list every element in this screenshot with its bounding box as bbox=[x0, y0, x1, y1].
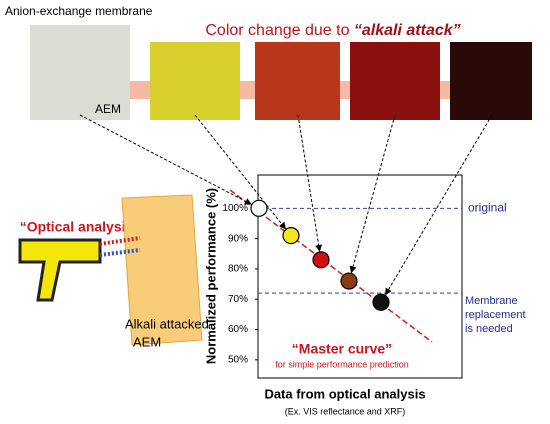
curve-title: “Master curve” bbox=[292, 341, 392, 357]
threshold-label: replacement bbox=[465, 309, 526, 321]
threshold-label: Membrane bbox=[465, 295, 518, 307]
color-change-title: Color change due to “alkali attack” bbox=[205, 22, 460, 39]
y-tick-label: 80% bbox=[228, 264, 248, 275]
y-tick-label: 90% bbox=[228, 233, 248, 244]
x-axis-sublabel: (Ex. VIS reflectance and XRF) bbox=[285, 406, 406, 416]
device-beam bbox=[99, 248, 141, 257]
membrane-sheet bbox=[121, 194, 203, 346]
swatch-dark bbox=[450, 42, 532, 120]
y-tick-label: 50% bbox=[228, 354, 248, 365]
pointer-arrow bbox=[79, 114, 252, 205]
data-point bbox=[282, 226, 300, 245]
y-tick-label: 70% bbox=[228, 294, 248, 305]
swatch-red bbox=[350, 42, 440, 120]
swatch-orange bbox=[255, 42, 340, 120]
data-point bbox=[340, 272, 358, 290]
threshold-label: is needed bbox=[465, 323, 513, 335]
data-point bbox=[312, 251, 330, 269]
swatch-yellow bbox=[150, 42, 240, 120]
device-label: Alkali attacked bbox=[125, 316, 209, 331]
device-icon bbox=[18, 238, 102, 302]
original-label: original bbox=[468, 201, 507, 215]
pointer-arrow bbox=[297, 114, 323, 252]
membrane-label: AEM bbox=[95, 102, 121, 116]
pointer-arrow bbox=[194, 114, 287, 230]
master-curve bbox=[229, 189, 433, 343]
x-axis-label: Data from optical analysis bbox=[264, 386, 425, 401]
device-label: AEM bbox=[133, 334, 161, 349]
curve-subtitle: for simple performance prediction bbox=[275, 359, 409, 369]
pointer-arrow bbox=[349, 114, 396, 274]
device-title: “Optical analysis” bbox=[20, 219, 141, 235]
y-axis-label: Normalized performance (%) bbox=[203, 188, 218, 364]
y-tick-label: 60% bbox=[228, 324, 248, 335]
data-point bbox=[250, 199, 268, 217]
y-tick-label: 100% bbox=[222, 203, 248, 214]
chart-frame bbox=[257, 174, 463, 379]
membrane-heading: Anion-exchange membrane bbox=[5, 4, 153, 18]
device-beam bbox=[99, 236, 141, 246]
membrane-photo bbox=[30, 25, 130, 120]
data-point bbox=[372, 293, 390, 311]
